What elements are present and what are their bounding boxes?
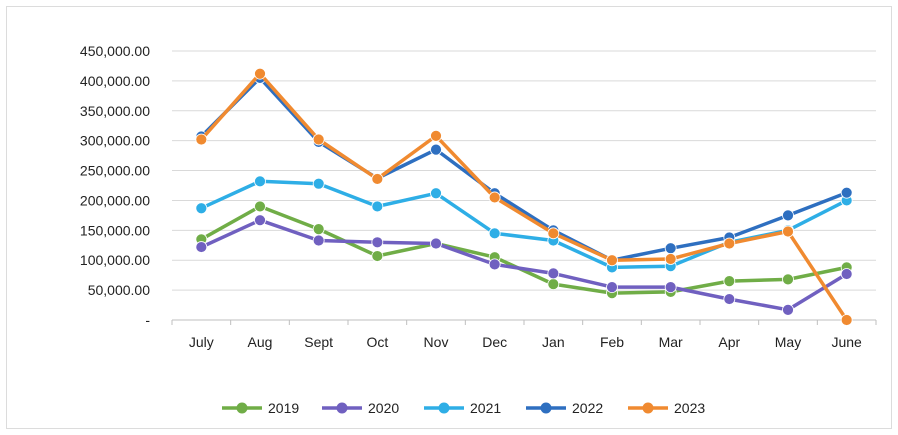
data-point-2020 — [840, 268, 853, 280]
data-point-2019 — [371, 250, 384, 262]
data-point-2020 — [547, 267, 560, 280]
legend-marker-2019 — [236, 402, 248, 414]
x-tick-label: Apr — [718, 334, 740, 350]
data-point-2023 — [312, 133, 325, 146]
data-point-2023 — [782, 225, 794, 238]
y-tick-label: 200,000.00 — [80, 192, 150, 208]
data-point-2020 — [371, 236, 384, 249]
data-point-2023 — [430, 129, 442, 142]
legend-marker-2022 — [540, 402, 552, 414]
y-tick-label: 450,000.00 — [80, 43, 150, 59]
data-point-2023 — [840, 314, 853, 326]
x-tick-label: June — [831, 334, 862, 350]
data-point-2020 — [488, 258, 501, 271]
data-point-2019 — [312, 223, 325, 236]
x-tick-label: Mar — [659, 334, 683, 350]
data-point-2020 — [782, 303, 794, 316]
legend: 2019 2020 2021 2022 2023 — [222, 400, 705, 416]
data-point-2021 — [254, 175, 266, 188]
chart-frame — [6, 6, 892, 429]
legend-label: 2020 — [368, 400, 399, 416]
y-tick-label: 300,000.00 — [80, 133, 150, 149]
legend-marker-2021 — [438, 402, 450, 414]
data-point-2023 — [606, 254, 618, 267]
series-lines — [195, 67, 853, 326]
legend-marker-2023 — [642, 402, 654, 414]
series-line-2019 — [199, 204, 849, 295]
data-point-2023 — [664, 253, 677, 265]
data-point-2021 — [312, 177, 325, 190]
data-point-2021 — [195, 202, 208, 215]
legend-label: 2021 — [470, 400, 501, 416]
data-point-2021 — [371, 200, 384, 213]
data-point-2022 — [430, 143, 442, 156]
y-tick-label: 50,000.00 — [88, 282, 150, 298]
x-tick-label: Nov — [424, 334, 449, 350]
y-tick-label: 100,000.00 — [80, 252, 150, 268]
series-line-2023 — [199, 71, 849, 322]
y-tick-label: 400,000.00 — [80, 73, 150, 89]
data-point-2019 — [723, 275, 736, 288]
legend-label: 2019 — [268, 400, 299, 416]
x-tick-label: July — [189, 334, 214, 350]
data-point-2023 — [254, 67, 266, 80]
data-point-2020 — [723, 293, 736, 305]
x-tick-label: Dec — [482, 334, 507, 350]
y-tick-label: 250,000.00 — [80, 163, 150, 179]
data-point-2022 — [664, 242, 677, 255]
data-point-2023 — [195, 133, 208, 146]
data-point-2023 — [371, 173, 384, 185]
data-point-2023 — [547, 227, 560, 240]
data-point-2022 — [782, 209, 794, 222]
axes: - 50,000.00 100,000.00 150,000.00 200,000.00… — [80, 43, 877, 350]
data-point-2020 — [606, 281, 618, 294]
data-point-2020 — [195, 241, 208, 253]
data-point-2019 — [254, 200, 266, 213]
x-tick-label: Feb — [600, 334, 624, 350]
data-point-2019 — [782, 273, 794, 286]
data-point-2021 — [430, 187, 442, 200]
x-tick-label: Sept — [304, 334, 333, 350]
x-tick-label: Aug — [248, 334, 273, 350]
y-tick-label: - — [145, 312, 150, 328]
x-tick-label: May — [775, 334, 801, 350]
data-point-2023 — [723, 237, 736, 250]
x-tick-label: Oct — [366, 334, 388, 350]
x-tick-label: Jan — [542, 334, 565, 350]
data-point-2020 — [430, 237, 442, 250]
data-point-2019 — [547, 278, 560, 291]
legend-marker-2020 — [336, 402, 348, 414]
data-point-2020 — [254, 214, 266, 227]
data-point-2020 — [664, 281, 677, 294]
y-tick-label: 150,000.00 — [80, 222, 150, 238]
data-point-2022 — [840, 186, 853, 199]
series-line-2022 — [199, 76, 849, 262]
series-line-2020 — [199, 218, 849, 312]
series-line-2021 — [199, 179, 849, 270]
y-tick-label: 350,000.00 — [80, 103, 150, 119]
data-point-2021 — [488, 227, 501, 240]
data-point-2020 — [312, 234, 325, 247]
gridlines — [172, 50, 876, 291]
legend-label: 2023 — [674, 400, 705, 416]
legend-label: 2022 — [572, 400, 603, 416]
data-point-2023 — [488, 191, 501, 204]
